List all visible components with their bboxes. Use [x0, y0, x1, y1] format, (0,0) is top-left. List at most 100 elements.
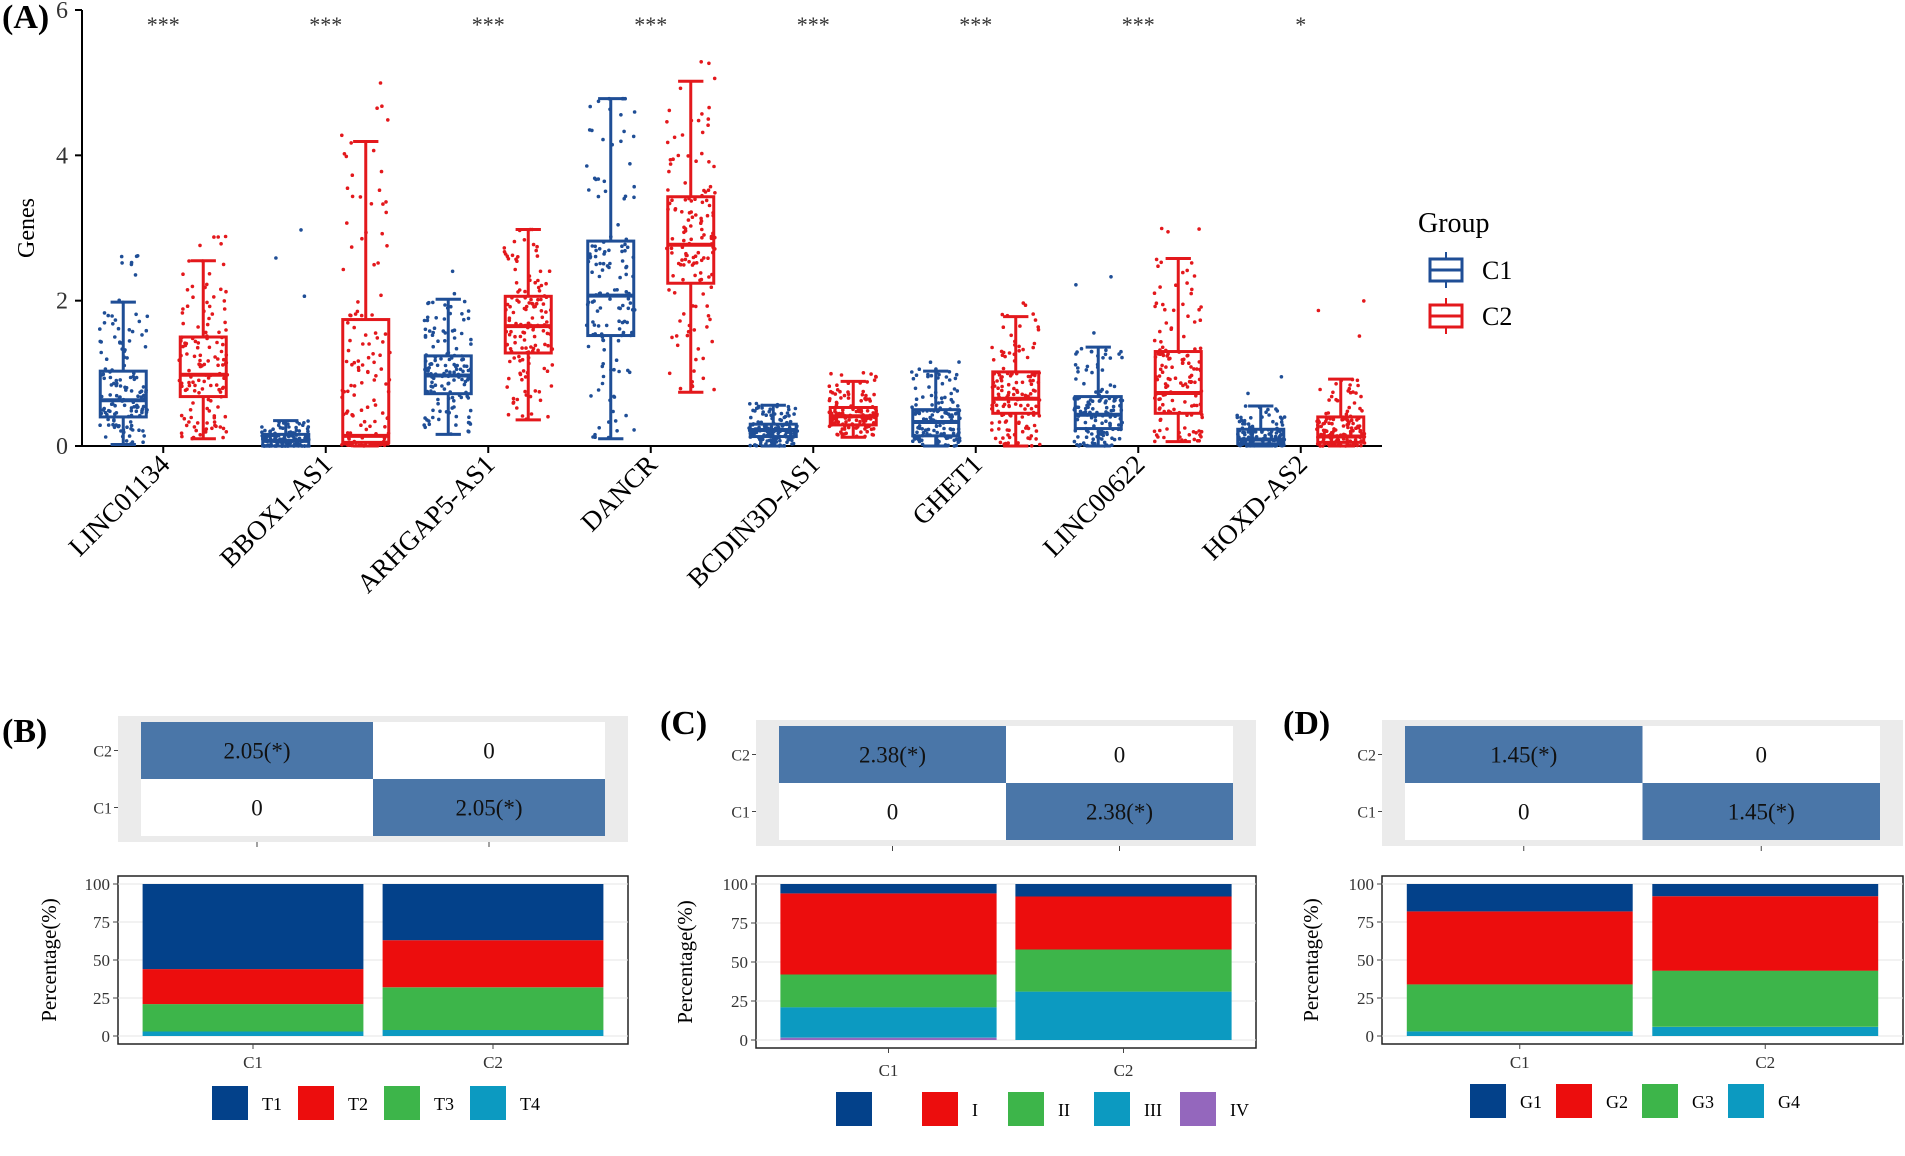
- jitter-point: [1162, 435, 1166, 440]
- jitter-point: [940, 381, 945, 386]
- jitter-point: [705, 325, 709, 329]
- jitter-point: [1189, 365, 1193, 369]
- jitter-point: [205, 406, 209, 411]
- jitter-point: [179, 431, 184, 436]
- jitter-point: [1036, 327, 1041, 332]
- jitter-point: [531, 242, 536, 247]
- jitter-point: [1028, 392, 1033, 396]
- jitter-point: [508, 359, 512, 364]
- jitter-point: [1030, 372, 1035, 377]
- jitter-point: [694, 213, 698, 217]
- legend-swatch: [1642, 1084, 1678, 1118]
- jitter-point: [516, 290, 520, 294]
- jitter-point: [207, 304, 212, 309]
- jitter-point: [783, 414, 788, 419]
- heatmap-cell-value: 0: [887, 800, 899, 825]
- jitter-point: [223, 234, 228, 239]
- jitter-point: [920, 427, 924, 431]
- jitter-point: [458, 367, 463, 372]
- jitter-point: [1105, 432, 1109, 437]
- bar-segment-g1-c1: [1406, 884, 1633, 912]
- jitter-point: [111, 322, 115, 326]
- jitter-point: [448, 370, 452, 375]
- jitter-point: [546, 414, 550, 419]
- jitter-point: [682, 312, 686, 316]
- legend-swatch: [1008, 1092, 1044, 1126]
- x-tick-label: BBOX1-AS1: [214, 449, 338, 573]
- jitter-point: [787, 414, 791, 418]
- jitter-point: [520, 357, 525, 362]
- jitter-point: [1024, 426, 1028, 430]
- y-axis-title: Genes: [14, 198, 40, 258]
- jitter-point: [713, 191, 717, 195]
- jitter-point: [99, 350, 103, 355]
- jitter-point: [1197, 439, 1201, 443]
- jitter-point: [1014, 380, 1019, 385]
- jitter-point: [872, 392, 876, 397]
- jitter-point: [593, 244, 597, 249]
- jitter-point: [1172, 407, 1176, 412]
- jitter-point: [693, 197, 697, 201]
- jitter-point: [1089, 349, 1094, 354]
- jitter-point: [686, 154, 690, 158]
- jitter-point: [1084, 368, 1089, 372]
- jitter-point: [521, 369, 526, 373]
- jitter-point: [1192, 367, 1196, 371]
- jitter-point: [437, 417, 441, 422]
- jitter-point: [917, 439, 922, 444]
- jitter-point: [668, 162, 673, 166]
- jitter-point: [382, 443, 387, 448]
- jitter-point: [1108, 383, 1113, 387]
- jitter-point: [1355, 443, 1360, 448]
- jitter-point: [694, 261, 699, 265]
- box-ghet1: [991, 370, 1041, 415]
- jitter-point: [1249, 432, 1253, 436]
- jitter-point: [1161, 302, 1165, 307]
- jitter-point: [861, 389, 865, 394]
- jitter-point: [754, 401, 759, 406]
- jitter-point: [106, 313, 110, 318]
- jitter-point: [443, 331, 448, 335]
- jitter-point: [1159, 340, 1163, 344]
- jitter-point: [869, 427, 874, 432]
- jitter-point: [596, 388, 601, 392]
- jitter-point: [212, 295, 216, 299]
- jitter-point: [1074, 283, 1078, 287]
- jitter-point: [1034, 404, 1038, 409]
- jitter-point: [1038, 442, 1042, 447]
- jitter-point: [587, 128, 592, 132]
- jitter-point: [689, 237, 693, 242]
- jitter-point: [956, 404, 960, 408]
- bar-x-tick-label: C2: [1114, 1061, 1134, 1080]
- bar-y-tick-label: 50: [1357, 951, 1374, 970]
- jitter-point: [381, 202, 385, 206]
- jitter-point: [108, 375, 113, 380]
- jitter-point: [617, 369, 621, 374]
- jitter-point: [210, 312, 215, 316]
- jitter-point: [128, 375, 133, 380]
- jitter-point: [204, 427, 209, 431]
- jitter-point: [454, 346, 459, 351]
- jitter-point: [1235, 415, 1240, 420]
- jitter-point: [346, 321, 350, 325]
- jitter-point: [375, 336, 380, 340]
- jitter-point: [689, 224, 693, 228]
- jitter-point: [951, 427, 956, 432]
- legend-swatch: [384, 1086, 420, 1120]
- jitter-point: [520, 414, 525, 418]
- jitter-point: [533, 280, 537, 285]
- jitter-point: [678, 86, 683, 91]
- jitter-point: [1182, 357, 1186, 362]
- jitter-point: [778, 438, 782, 443]
- jitter-point: [362, 419, 367, 424]
- jitter-point: [690, 215, 695, 219]
- jitter-point: [872, 378, 877, 383]
- jitter-point: [667, 169, 671, 174]
- jitter-point: [1164, 385, 1168, 390]
- jitter-point: [939, 396, 944, 401]
- jitter-point: [140, 410, 144, 415]
- jitter-point: [1253, 430, 1258, 434]
- jitter-point: [701, 292, 705, 296]
- jitter-point: [1199, 429, 1204, 434]
- legend-label: I: [972, 1100, 978, 1120]
